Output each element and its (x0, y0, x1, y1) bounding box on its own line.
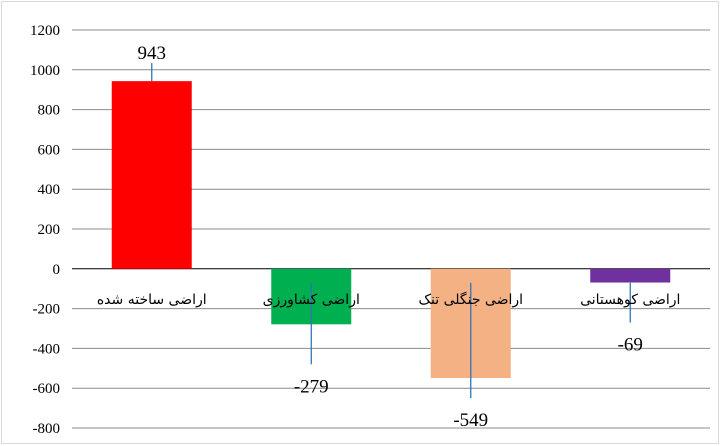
y-axis: -800 -600 -400 -200 0 200 400 600 800 1000 1200 (30, 23, 60, 437)
y-tick-label: 400 (38, 182, 61, 198)
leader-lines (151, 63, 631, 398)
y-tick-label: 0 (53, 262, 61, 278)
category-label: اراضی کشاورزی (263, 292, 360, 308)
data-labels: 943 -279 -549 -69 (138, 43, 643, 431)
y-tick-label: 800 (38, 103, 61, 119)
y-tick-label: -800 (33, 421, 61, 437)
data-label: 943 (138, 43, 167, 64)
data-label: -69 (618, 335, 643, 356)
y-tick-label: 1200 (30, 23, 60, 39)
y-tick-label: 200 (38, 222, 61, 238)
category-label: اراضی کوهستانی (580, 292, 680, 308)
y-tick-label: 1000 (30, 63, 60, 79)
bars (111, 81, 671, 379)
data-label: -279 (294, 376, 329, 397)
category-labels: اراضی ساخته شده اراضی کشاورزی اراضی جنگلی … (97, 291, 681, 308)
data-label: -549 (453, 410, 488, 431)
bar (111, 81, 192, 269)
y-tick-label: -400 (33, 341, 61, 357)
category-label: اراضی ساخته شده (97, 292, 207, 308)
y-tick-label: -200 (33, 302, 61, 318)
category-label: اراضی جنگلی تنک (418, 291, 523, 308)
y-tick-label: 600 (38, 142, 61, 158)
bar (590, 268, 671, 283)
y-tick-label: -600 (33, 381, 61, 397)
